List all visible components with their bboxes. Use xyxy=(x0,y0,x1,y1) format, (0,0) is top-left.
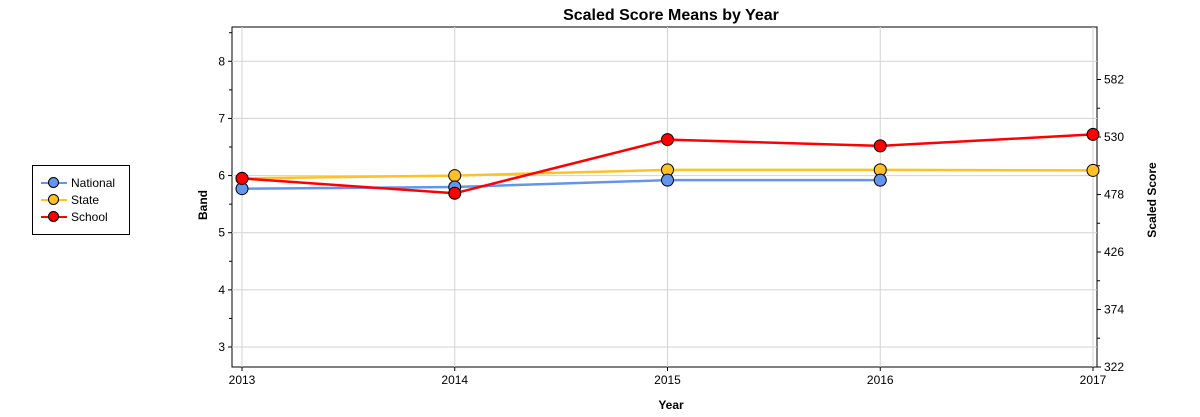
legend-label-state: State xyxy=(71,192,100,207)
data-point-school xyxy=(873,139,887,153)
x-tick-label: 2016 xyxy=(867,373,894,387)
y2-tick-label: 426 xyxy=(1104,245,1124,259)
legend-swatch-school xyxy=(41,210,67,223)
data-point-school xyxy=(235,171,249,185)
y2-tick-label: 322 xyxy=(1104,360,1124,374)
legend-item-state: State xyxy=(41,191,129,208)
plot-area xyxy=(231,26,1098,368)
y-tick-label: 3 xyxy=(218,340,225,354)
data-point-state xyxy=(1086,163,1100,177)
data-point-school xyxy=(1086,127,1100,141)
y2-axis-label: Scaled Score xyxy=(1145,162,1159,238)
data-point-school xyxy=(661,133,674,147)
y-tick-label: 8 xyxy=(218,54,225,68)
y2-tick-label: 374 xyxy=(1104,303,1124,317)
legend-swatch-state xyxy=(41,193,67,206)
legend-swatch-national xyxy=(41,176,67,189)
data-point-state xyxy=(448,169,462,183)
y2-tick-label: 478 xyxy=(1104,188,1124,202)
x-tick-label: 2015 xyxy=(654,373,681,387)
x-tick-label: 2017 xyxy=(1080,373,1107,387)
y2-tick-label: 530 xyxy=(1104,130,1124,144)
data-point-school xyxy=(448,186,462,200)
legend-item-national: National xyxy=(41,174,129,191)
x-tick-label: 2014 xyxy=(441,373,468,387)
x-axis-label: Year xyxy=(658,398,684,412)
legend-label-school: School xyxy=(71,209,108,224)
data-point-national xyxy=(661,173,674,187)
legend-item-school: School xyxy=(41,208,129,225)
y-tick-label: 7 xyxy=(218,111,225,125)
data-point-national xyxy=(873,173,887,187)
series-line-national xyxy=(241,178,881,190)
x-tick-label: 2013 xyxy=(229,373,256,387)
y2-tick-label: 582 xyxy=(1104,73,1124,87)
y-axis-label: Band xyxy=(196,190,210,220)
chart-title: Scaled Score Means by Year xyxy=(563,7,779,24)
y-tick-label: 5 xyxy=(218,226,225,240)
legend: National State School xyxy=(32,165,130,235)
y-tick-label: 6 xyxy=(218,169,225,183)
y-tick-label: 4 xyxy=(218,283,225,297)
legend-label-national: National xyxy=(71,175,116,190)
